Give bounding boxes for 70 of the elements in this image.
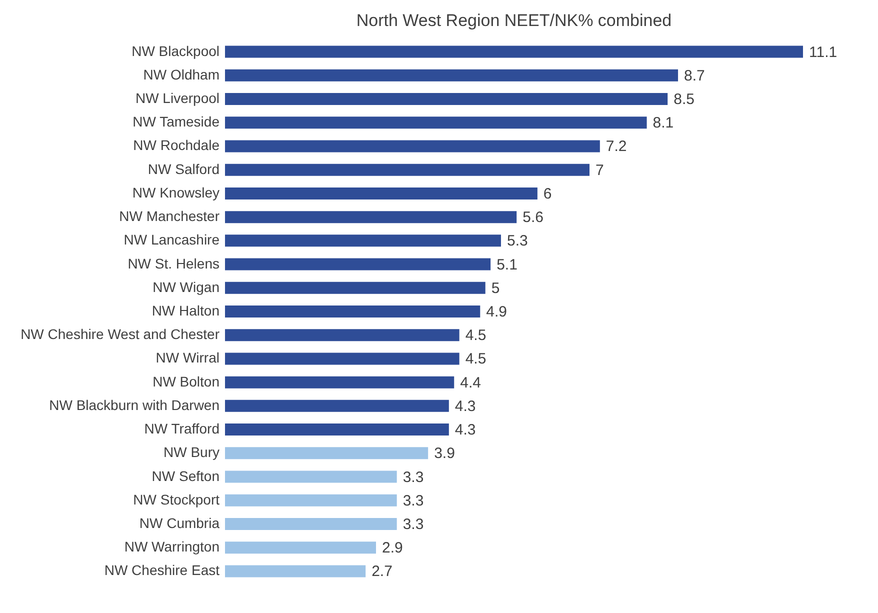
data-label: 3.3 bbox=[402, 468, 424, 486]
bar bbox=[225, 306, 480, 318]
bar bbox=[225, 470, 397, 483]
y-tick-label: NW Sefton bbox=[152, 468, 220, 484]
bar bbox=[225, 542, 376, 554]
y-tick-label: NW Blackpool bbox=[132, 42, 220, 59]
bar bbox=[225, 164, 590, 176]
bar bbox=[225, 46, 803, 58]
y-tick-label: NW Oldham bbox=[143, 66, 220, 82]
y-tick-label: NW Knowsley bbox=[132, 184, 220, 200]
bar bbox=[225, 258, 491, 270]
y-tick-label: NW Wirral bbox=[156, 350, 220, 366]
bar bbox=[225, 140, 600, 152]
y-tick-label: NW Liverpool bbox=[135, 90, 220, 106]
bar bbox=[225, 494, 397, 506]
y-tick-label: NW Cheshire East bbox=[104, 562, 220, 578]
data-label: 4.3 bbox=[454, 398, 476, 415]
bar bbox=[225, 116, 647, 129]
bar bbox=[225, 376, 454, 388]
y-tick-label: NW Lancashire bbox=[124, 232, 220, 248]
data-label: 5.3 bbox=[506, 232, 528, 250]
data-label: 7.2 bbox=[606, 138, 627, 156]
data-label: 6 bbox=[543, 185, 552, 202]
bar bbox=[225, 518, 397, 530]
y-tick-label: NW Salford bbox=[148, 160, 220, 177]
chart-title: North West Region NEET/NK% combined bbox=[356, 11, 672, 30]
bar bbox=[225, 447, 428, 460]
data-label: 5.1 bbox=[496, 256, 518, 274]
data-label: 5 bbox=[491, 280, 500, 297]
y-tick-label: NW Bury bbox=[164, 444, 220, 460]
y-tick-label: NW Cheshire West and Chester bbox=[20, 326, 220, 342]
bar bbox=[225, 69, 678, 82]
data-label: 8.1 bbox=[652, 114, 674, 132]
data-label: 4.9 bbox=[486, 304, 508, 320]
data-label: 7 bbox=[596, 162, 604, 179]
y-tick-label: NW Warrington bbox=[124, 538, 220, 555]
bar bbox=[225, 211, 517, 224]
data-label: 11.1 bbox=[809, 44, 838, 61]
data-label: 2.7 bbox=[372, 563, 392, 580]
data-label: 4.4 bbox=[460, 374, 481, 392]
data-label: 8.5 bbox=[674, 91, 694, 108]
bar bbox=[225, 565, 366, 578]
y-tick-label: NW Stockport bbox=[133, 491, 220, 508]
data-label: 3.3 bbox=[402, 492, 424, 510]
data-label: 8.7 bbox=[684, 67, 705, 84]
bar bbox=[225, 187, 538, 200]
data-label: 2.9 bbox=[382, 540, 403, 557]
y-tick-label: NW Rochdale bbox=[133, 137, 220, 154]
y-tick-label: NW St. Helens bbox=[128, 255, 220, 272]
data-label: 4.3 bbox=[454, 422, 476, 439]
data-label: 3.3 bbox=[402, 516, 424, 533]
data-label: 4.5 bbox=[465, 350, 486, 368]
data-label: 5.6 bbox=[522, 209, 544, 226]
bar bbox=[225, 234, 501, 247]
bar bbox=[225, 352, 460, 365]
bar bbox=[225, 282, 486, 294]
y-tick-label: NW Bolton bbox=[152, 373, 220, 390]
y-tick-label: NW Wigan bbox=[152, 278, 220, 295]
y-tick-label: NW Halton bbox=[152, 302, 220, 318]
data-label: 3.9 bbox=[434, 445, 455, 462]
bar bbox=[225, 329, 460, 342]
data-label: 4.5 bbox=[465, 327, 486, 344]
y-tick-label: NW Cumbria bbox=[139, 514, 220, 531]
y-tick-label: NW Trafford bbox=[144, 420, 220, 437]
y-tick-label: NW Tameside bbox=[132, 114, 220, 130]
bar bbox=[225, 93, 668, 106]
bar bbox=[225, 400, 449, 412]
bar bbox=[225, 424, 449, 436]
y-tick-label: NW Blackburn with Darwen bbox=[49, 396, 220, 413]
y-tick-label: NW Manchester bbox=[119, 208, 220, 224]
